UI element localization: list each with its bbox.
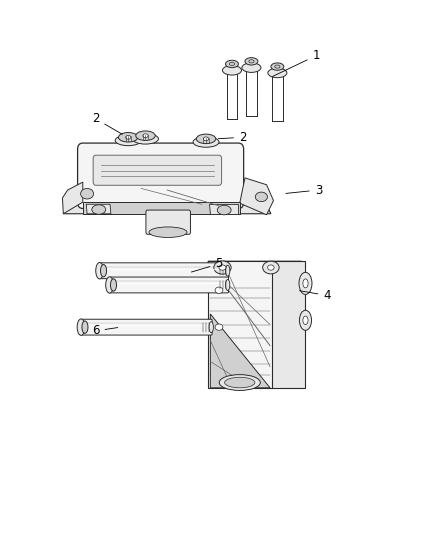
- Ellipse shape: [106, 277, 113, 293]
- Ellipse shape: [193, 137, 219, 147]
- Text: 2: 2: [218, 131, 247, 144]
- Ellipse shape: [303, 316, 308, 325]
- Ellipse shape: [226, 279, 230, 290]
- Ellipse shape: [126, 135, 131, 139]
- Polygon shape: [210, 314, 270, 388]
- Ellipse shape: [303, 279, 308, 288]
- Ellipse shape: [300, 310, 311, 330]
- Ellipse shape: [219, 375, 260, 391]
- Ellipse shape: [203, 137, 208, 141]
- Text: 4: 4: [300, 289, 331, 302]
- Ellipse shape: [268, 265, 274, 270]
- FancyBboxPatch shape: [93, 155, 222, 185]
- Ellipse shape: [242, 63, 261, 72]
- Ellipse shape: [268, 68, 287, 78]
- Ellipse shape: [77, 319, 85, 335]
- FancyBboxPatch shape: [110, 277, 229, 293]
- Ellipse shape: [214, 261, 231, 274]
- Ellipse shape: [143, 134, 148, 138]
- Ellipse shape: [245, 58, 258, 65]
- Polygon shape: [208, 261, 272, 388]
- FancyBboxPatch shape: [146, 210, 191, 235]
- Text: 6: 6: [92, 325, 118, 337]
- Ellipse shape: [115, 135, 141, 146]
- FancyBboxPatch shape: [81, 319, 212, 335]
- Ellipse shape: [92, 205, 106, 214]
- Ellipse shape: [223, 66, 241, 75]
- Text: 2: 2: [92, 112, 122, 134]
- Ellipse shape: [110, 279, 117, 291]
- Ellipse shape: [209, 322, 213, 333]
- Polygon shape: [83, 202, 240, 214]
- Text: 1: 1: [272, 49, 320, 76]
- Ellipse shape: [149, 227, 187, 238]
- Ellipse shape: [215, 287, 223, 293]
- Ellipse shape: [81, 189, 94, 199]
- Polygon shape: [64, 199, 271, 214]
- Ellipse shape: [215, 324, 223, 330]
- Polygon shape: [86, 204, 111, 214]
- FancyBboxPatch shape: [78, 143, 244, 208]
- Ellipse shape: [226, 60, 238, 68]
- Ellipse shape: [82, 321, 88, 333]
- Ellipse shape: [133, 134, 159, 144]
- Ellipse shape: [217, 205, 231, 215]
- Ellipse shape: [196, 134, 216, 143]
- FancyBboxPatch shape: [100, 263, 229, 279]
- Ellipse shape: [96, 262, 103, 279]
- Polygon shape: [209, 204, 238, 214]
- Ellipse shape: [118, 133, 138, 142]
- Ellipse shape: [263, 261, 279, 274]
- Text: 5: 5: [191, 257, 223, 272]
- Ellipse shape: [255, 192, 268, 201]
- Ellipse shape: [225, 377, 255, 388]
- Ellipse shape: [299, 272, 312, 294]
- Ellipse shape: [219, 265, 226, 270]
- Text: 3: 3: [286, 183, 322, 197]
- Ellipse shape: [226, 265, 230, 276]
- Ellipse shape: [136, 131, 155, 140]
- Polygon shape: [240, 178, 273, 215]
- Polygon shape: [63, 182, 83, 214]
- Ellipse shape: [271, 63, 284, 70]
- Polygon shape: [208, 261, 305, 277]
- Ellipse shape: [100, 264, 106, 277]
- Polygon shape: [271, 261, 305, 388]
